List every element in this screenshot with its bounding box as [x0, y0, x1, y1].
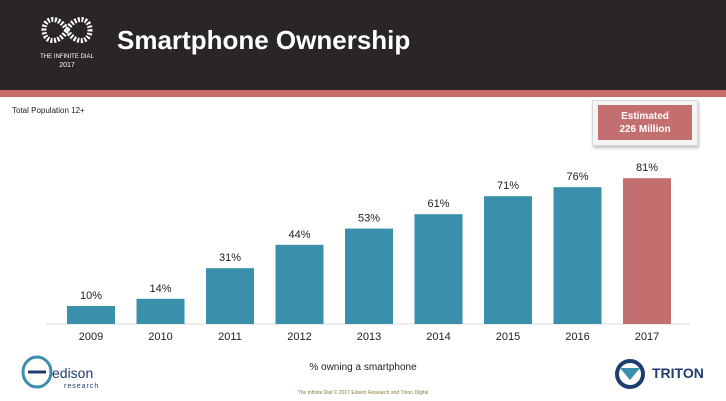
data-label-2013: 53%: [358, 213, 380, 225]
bar-chart: 10% 2009 14% 2010 31% 2011 44% 2012 53% 2013 61% 20…: [46, 162, 690, 343]
data-label-2015: 71%: [497, 180, 519, 192]
tick-label-2009: 2009: [79, 331, 103, 343]
data-label-2017: 81%: [636, 162, 658, 174]
bar-2015: [484, 196, 532, 324]
data-label-2011: 31%: [219, 252, 241, 264]
bar-2014: [414, 214, 463, 324]
infinite-dial-logo: THE INFINITE DIAL 2017: [34, 10, 100, 72]
data-label-2010: 14%: [149, 283, 171, 295]
estimate-callout-box: Estimated 226 Million: [598, 105, 692, 140]
tick-label-2012: 2012: [287, 331, 311, 343]
tick-label-2011: 2011: [218, 331, 242, 343]
triton-icon: [615, 359, 645, 389]
tick-label-2013: 2013: [357, 331, 381, 343]
estimate-value: 226 Million: [619, 123, 671, 135]
bar-2017: [623, 178, 671, 324]
bar-2013: [345, 228, 393, 324]
triton-logo: TRITON: [614, 358, 714, 392]
data-label-2014: 61%: [427, 198, 449, 210]
tick-label-2014: 2014: [426, 331, 450, 343]
bar-2016: [553, 187, 602, 324]
edison-subword: research: [64, 383, 100, 390]
header-bar: [0, 0, 726, 90]
x-axis-label: % owning a smartphone: [309, 362, 417, 373]
logo-year: 2017: [59, 62, 75, 69]
triton-wordmark: TRITON: [652, 365, 704, 381]
bar-2009: [67, 306, 115, 324]
data-label-2009: 10%: [80, 290, 102, 302]
logo-title: THE INFINITE DIAL: [40, 54, 94, 60]
tick-label-2010: 2010: [148, 331, 172, 343]
tick-label-2015: 2015: [496, 331, 520, 343]
bar-2011: [206, 268, 254, 324]
bar-2012: [275, 244, 324, 324]
footer-copyright: The Infinite Dial © 2017 Edison Research…: [297, 390, 429, 396]
data-label-2012: 44%: [288, 229, 310, 241]
edison-wordmark: edison: [52, 365, 94, 381]
data-label-2016: 76%: [566, 171, 588, 183]
estimate-label: Estimated: [621, 110, 669, 122]
estimate-callout: Estimated 226 Million: [592, 100, 698, 146]
page-title: Smartphone Ownership: [117, 25, 411, 55]
edison-e-icon: [21, 355, 53, 389]
edison-research-logo: edison research: [20, 354, 120, 394]
infinity-icon: [41, 17, 93, 43]
tick-label-2016: 2016: [565, 331, 589, 343]
header-divider: [0, 90, 726, 97]
tick-label-2017: 2017: [635, 331, 659, 343]
population-note: Total Population 12+: [12, 106, 85, 115]
bar-2010: [136, 298, 185, 324]
